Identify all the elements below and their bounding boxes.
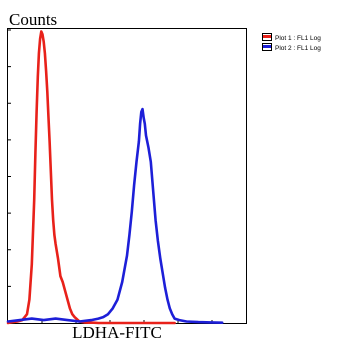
series-line-plot-1 [6,30,176,325]
legend-swatch-plot-1-fill [263,35,271,38]
y-axis-ticks [8,29,11,324]
plot-frame [7,28,247,324]
x-axis-label: LDHA-FITC [72,323,162,341]
series-group [6,30,224,325]
y-axis-label: Counts [9,10,57,29]
legend-label-plot-1: Plot 1 : FL1 Log [275,35,321,42]
legend-swatch-plot-2-fill [263,45,271,48]
legend-label-plot-2: Plot 2 : FL1 Log [275,45,321,52]
series-line-plot-2 [6,107,224,325]
legend: Plot 1 : FL1 Log Plot 2 : FL1 Log [262,33,321,52]
